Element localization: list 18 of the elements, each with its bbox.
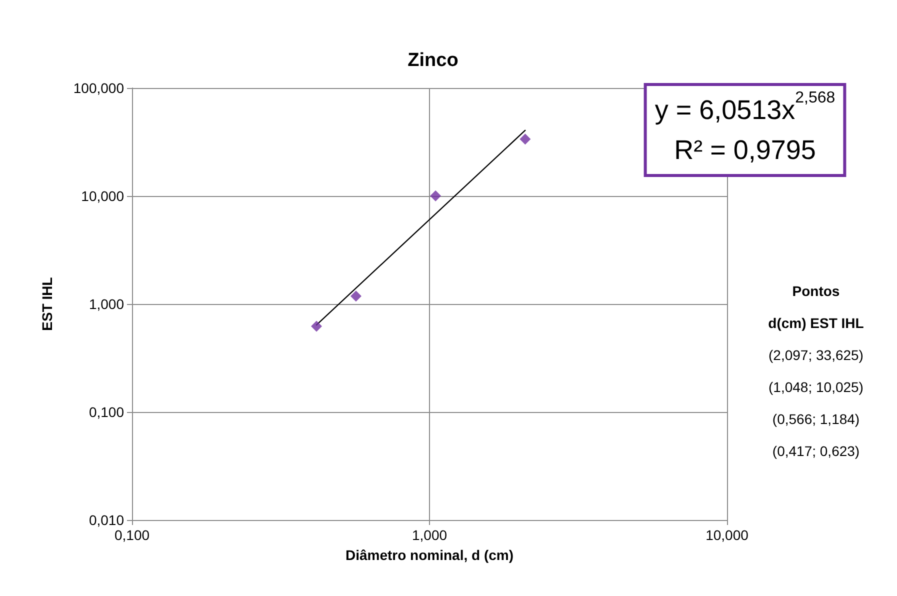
text: d(cm) EST IHL — [768, 315, 864, 331]
x-tick-label: 1,000 — [412, 527, 448, 543]
x-tick-label: 10,000 — [706, 527, 749, 543]
text: (2,097; 33,625) — [768, 347, 864, 363]
text: (0,417; 0,623) — [772, 443, 860, 459]
y-tick-label: 100,000 — [73, 80, 124, 96]
text: Pontos — [792, 283, 840, 299]
text: (1,048; 10,025) — [768, 379, 864, 395]
chart-title: Zinco — [408, 50, 458, 71]
y-tick-label: 10,000 — [81, 188, 124, 204]
x-axis-title: Diâmetro nominal, d (cm) — [345, 547, 514, 563]
y-tick-label: 0,010 — [88, 512, 124, 528]
text: (0,566; 1,184) — [772, 411, 860, 427]
y-axis-title: EST IHL — [39, 276, 55, 331]
y-tick-label: 1,000 — [88, 296, 124, 312]
x-tick-label: 0,100 — [114, 527, 150, 543]
y-tick-label: 0,100 — [88, 404, 124, 420]
annotation: R² = 0,9795 — [674, 135, 816, 165]
